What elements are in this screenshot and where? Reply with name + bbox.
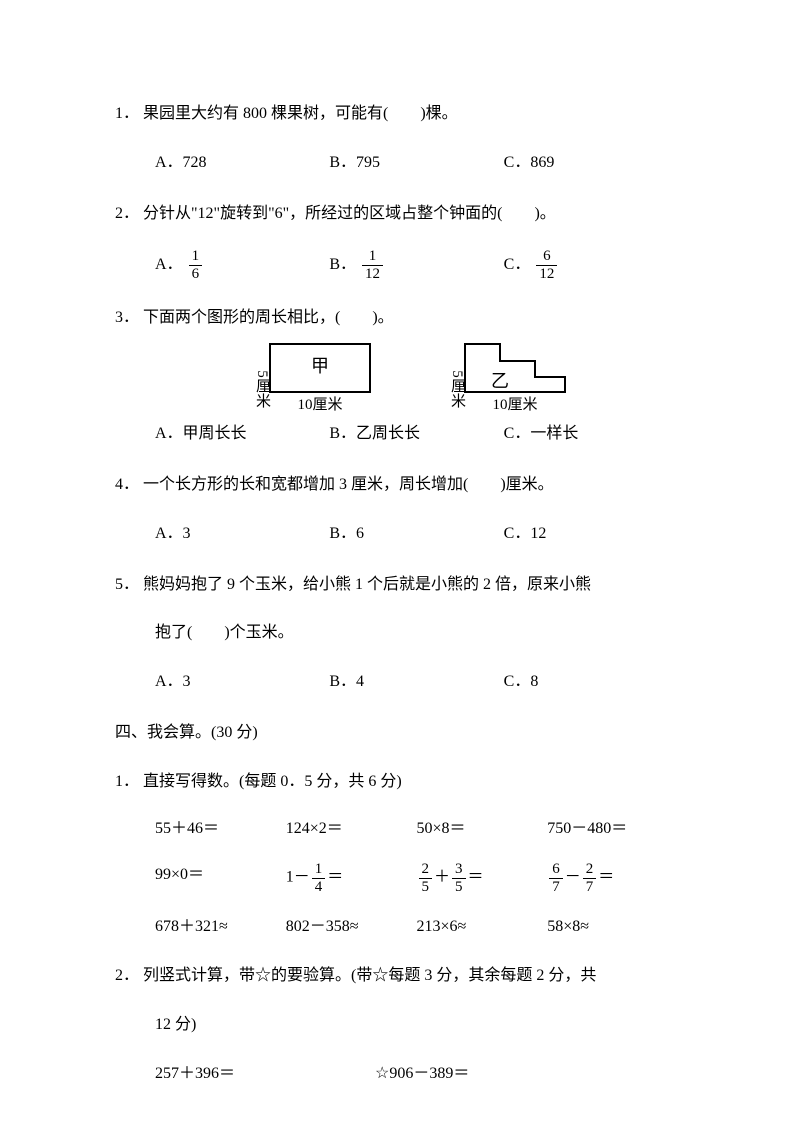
q4-opt-b: B．6 (329, 520, 503, 549)
sub1-r1c3: 50×8＝ (417, 815, 548, 844)
q4-num: 4． (115, 471, 143, 500)
q1-opt-a: A．728 (155, 149, 329, 178)
sub2-num: 2． (115, 962, 143, 991)
q3-num: 3． (115, 304, 143, 333)
q4-options: A．3 B．6 C．12 (115, 520, 678, 549)
sub1-r2c1: 99×0＝ (155, 861, 286, 895)
q2-opt-b: B． 112 (329, 248, 503, 282)
sub1-r3c3: 213×6≈ (417, 913, 548, 942)
question-1: 1．果园里大约有 800 棵果树，可能有( )棵。 A．728 B．795 C．… (115, 100, 678, 178)
q3-text: 3．下面两个图形的周长相比，( )。 (115, 304, 678, 333)
q1-num: 1． (115, 100, 143, 129)
sub1-r3c1: 678＋321≈ (155, 913, 286, 942)
q5-opt-c: C．8 (504, 668, 678, 697)
q5-text: 5．熊妈妈抱了 9 个玉米，给小熊 1 个后就是小熊的 2 倍，原来小熊 (115, 571, 678, 600)
sub2-text: 2．列竖式计算，带☆的要验算。(带☆每题 3 分，其余每题 2 分，共 (115, 962, 678, 991)
sub1-row2: 99×0＝ 1－14＝ 25＋35＝ 67－27＝ (115, 861, 678, 895)
q2-opt-a: A． 16 (155, 248, 329, 282)
sub1-r1c1: 55＋46＝ (155, 815, 286, 844)
sub2-c1: 257＋396＝ (155, 1060, 235, 1089)
question-2: 2．分针从"12"旋转到"6"，所经过的区域占整个钟面的( )。 A． 16 B．… (115, 200, 678, 283)
q4-opt-c: C．12 (504, 520, 678, 549)
sub1-r2c4: 67－27＝ (547, 861, 678, 895)
sub1-r3c2: 802－358≈ (286, 913, 417, 942)
q2-stem: 分针从"12"旋转到"6"，所经过的区域占整个钟面的( )。 (143, 205, 556, 222)
q3-opt-c: C．一样长 (504, 420, 678, 449)
q5-opt-a: A．3 (155, 668, 329, 697)
q3-fig2-w: 10厘米 (492, 396, 537, 413)
q2-opt-c-frac: 612 (536, 248, 557, 282)
sub1-text: 1．直接写得数。(每题 0．5 分，共 6 分) (115, 768, 678, 797)
sub2-c2: ☆906－389＝ (375, 1060, 469, 1089)
q3-opt-a: A．甲周长长 (155, 420, 329, 449)
q4-opt-a: A．3 (155, 520, 329, 549)
q1-text: 1．果园里大约有 800 棵果树，可能有( )棵。 (115, 100, 678, 129)
q3-figures: 5厘米 甲 10厘米 5厘米 乙 10厘米 (115, 339, 678, 414)
q1-stem: 果园里大约有 800 棵果树，可能有( )棵。 (143, 105, 458, 122)
q1-opt-c: C．869 (504, 149, 678, 178)
q4-text: 4．一个长方形的长和宽都增加 3 厘米，周长增加( )厘米。 (115, 471, 678, 500)
sub1-r2c3-frac2: 35 (452, 861, 466, 895)
q5-stem: 熊妈妈抱了 9 个玉米，给小熊 1 个后就是小熊的 2 倍，原来小熊 (143, 576, 591, 593)
q3-figure-2: 5厘米 乙 10厘米 (440, 339, 575, 414)
q3-fig2-h: 5厘米 (449, 370, 466, 408)
q3-fig2-label: 乙 (491, 371, 509, 391)
q2-opt-a-frac: 16 (189, 248, 203, 282)
q3-fig1-h: 5厘米 (254, 370, 271, 408)
q5-num: 5． (115, 571, 143, 600)
q3-options: A．甲周长长 B．乙周长长 C．一样长 (115, 420, 678, 449)
sub1-r2c2: 1－14＝ (286, 861, 417, 895)
sub1-r1c2: 124×2＝ (286, 815, 417, 844)
section-4-header: 四、我会算。(30 分) (115, 719, 678, 748)
q3-figure-1: 5厘米 甲 10厘米 (245, 339, 380, 414)
q1-opt-b: B．795 (329, 149, 503, 178)
sub1-r2c4-frac1: 67 (549, 861, 563, 895)
sub-question-2: 2．列竖式计算，带☆的要验算。(带☆每题 3 分，其余每题 2 分，共 12 分… (115, 962, 678, 1088)
question-4: 4．一个长方形的长和宽都增加 3 厘米，周长增加( )厘米。 A．3 B．6 C… (115, 471, 678, 549)
q3-stem: 下面两个图形的周长相比，( )。 (143, 309, 394, 326)
sub1-num: 1． (115, 768, 143, 797)
q1-options: A．728 B．795 C．869 (115, 149, 678, 178)
q2-opt-c: C． 612 (504, 248, 678, 282)
sub1-r1c4: 750－480＝ (547, 815, 678, 844)
sub1-r2c4-frac2: 27 (583, 861, 597, 895)
q5-stem-2: 抱了( )个玉米。 (115, 619, 678, 648)
q2-opt-b-letter: B． (329, 256, 356, 273)
sub1-r2c3: 25＋35＝ (417, 861, 548, 895)
q2-text: 2．分针从"12"旋转到"6"，所经过的区域占整个钟面的( )。 (115, 200, 678, 229)
q5-opt-b: B．4 (329, 668, 503, 697)
question-3: 3．下面两个图形的周长相比，( )。 5厘米 甲 10厘米 5厘米 乙 10厘米… (115, 304, 678, 449)
q2-opt-a-letter: A． (155, 256, 183, 273)
q2-num: 2． (115, 200, 143, 229)
q5-options: A．3 B．4 C．8 (115, 668, 678, 697)
q2-opt-b-frac: 112 (362, 248, 383, 282)
sub1-r2c3-frac1: 25 (419, 861, 433, 895)
q2-opt-c-letter: C． (504, 256, 531, 273)
sub1-row3: 678＋321≈ 802－358≈ 213×6≈ 58×8≈ (115, 913, 678, 942)
q2-options: A． 16 B． 112 C． 612 (115, 248, 678, 282)
sub1-stem: 直接写得数。(每题 0．5 分，共 6 分) (143, 773, 402, 790)
sub2-stem-2: 12 分) (115, 1011, 678, 1040)
question-5: 5．熊妈妈抱了 9 个玉米，给小熊 1 个后就是小熊的 2 倍，原来小熊 抱了(… (115, 571, 678, 697)
sub2-stem: 列竖式计算，带☆的要验算。(带☆每题 3 分，其余每题 2 分，共 (143, 967, 596, 984)
sub1-row1: 55＋46＝ 124×2＝ 50×8＝ 750－480＝ (115, 815, 678, 844)
q3-fig1-label: 甲 (311, 356, 329, 376)
sub1-r2c2-frac: 14 (312, 861, 326, 895)
sub-question-1: 1．直接写得数。(每题 0．5 分，共 6 分) 55＋46＝ 124×2＝ 5… (115, 768, 678, 942)
q3-opt-b: B．乙周长长 (329, 420, 503, 449)
sub1-r3c4: 58×8≈ (547, 913, 678, 942)
q3-fig1-w: 10厘米 (297, 396, 342, 413)
sub2-row: 257＋396＝ ☆906－389＝ (115, 1060, 678, 1089)
q4-stem: 一个长方形的长和宽都增加 3 厘米，周长增加( )厘米。 (143, 476, 554, 493)
